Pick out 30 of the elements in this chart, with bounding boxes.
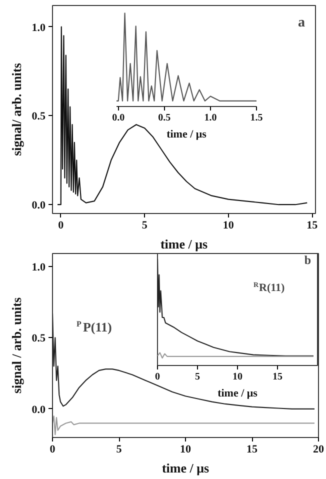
- annotation: b: [304, 252, 312, 267]
- x-axis-title: time / μs: [166, 128, 208, 140]
- x-tick-label: 15: [272, 372, 282, 382]
- x-tick-label: 10: [222, 220, 234, 232]
- x-axis-title: time / μs: [160, 236, 208, 252]
- x-tick-label: 0: [58, 220, 64, 232]
- x-tick-label: 20: [313, 444, 324, 456]
- x-tick-label: 0: [50, 444, 56, 456]
- x-axis-title: time / μs: [218, 388, 258, 400]
- x-tick-label: 5: [116, 444, 122, 456]
- x-tick-label: 15: [246, 444, 258, 456]
- y-tick-label: 0.0: [32, 200, 46, 212]
- y-tick-label: 0.0: [32, 404, 46, 416]
- x-axis-title: time / μs: [162, 460, 210, 476]
- y-tick-label: 1.0: [32, 261, 46, 274]
- x-tick-label: 5: [142, 220, 148, 232]
- y-tick-label: 1.0: [32, 22, 46, 34]
- y-axis-title: signal/ arb. units: [8, 63, 24, 156]
- x-tick-label: 15: [306, 220, 318, 232]
- x-tick-label: 1.5: [250, 112, 263, 124]
- annotation: a: [298, 15, 305, 30]
- x-tick-label: 1.0: [204, 112, 217, 124]
- y-tick-label: 0.5: [32, 332, 46, 345]
- x-tick-label: 0.5: [158, 112, 171, 124]
- x-tick-label: 0: [155, 372, 160, 382]
- x-tick-label: 10: [232, 372, 242, 382]
- x-tick-label: 0.0: [112, 112, 125, 124]
- x-tick-label: 5: [195, 372, 200, 382]
- x-tick-label: 10: [180, 444, 192, 456]
- y-axis-title: signal / arb. units: [8, 297, 24, 394]
